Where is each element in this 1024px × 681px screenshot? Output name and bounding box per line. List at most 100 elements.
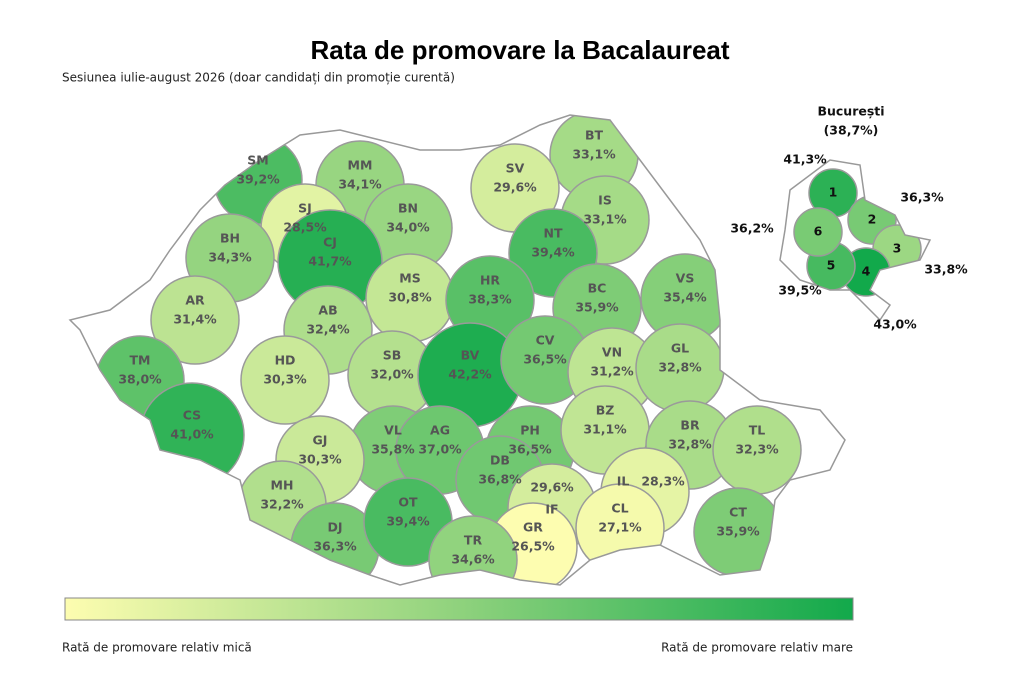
county-code: SV [506,161,525,176]
label-layer: SM 39,2% MM 34,1% BT 33,1% SV 29,6% SJ 28,5% BN 34,… [118,128,968,567]
sector-value: 36,3% [900,190,944,205]
county-value: 38,0% [118,372,162,387]
county-value: 34,1% [338,177,382,192]
county-value: 30,3% [298,452,342,467]
county-code: SB [383,348,402,363]
county-code: MH [271,478,294,493]
county-value: 27,1% [598,520,642,535]
county-code: BC [588,281,607,296]
county-code: BN [398,201,418,216]
sector-layer [793,168,922,297]
county-value: 31,4% [173,312,217,327]
county-code: CV [536,333,555,348]
county-code: BV [461,348,480,363]
sector-number: 4 [862,264,871,279]
county-code: AG [430,423,450,438]
county-code: BT [585,128,604,143]
county-value: 39,4% [531,245,575,260]
county-code: GR [523,520,543,535]
sector-value: 33,8% [924,262,968,277]
county-value: 34,6% [451,552,495,567]
bucharest-outline [779,159,932,322]
county-value: 32,8% [658,360,702,375]
county-code: VS [676,271,695,286]
county-code: GL [671,341,689,356]
county-value: 36,8% [478,472,522,487]
sector-value: 41,3% [783,152,827,167]
county-code: VN [602,345,622,360]
county-code: OT [398,495,418,510]
county-value: 39,4% [386,514,430,529]
county-code: IF [545,502,558,517]
bucharest-name: București [817,104,884,119]
county-value: 36,5% [508,442,552,457]
county-value: 41,7% [308,254,352,269]
county-code: TR [464,533,483,548]
county-code: CL [611,501,628,516]
county-code: IS [598,193,612,208]
county-code: BH [220,231,240,246]
county-code: HD [275,353,296,368]
county-code: AB [318,303,337,318]
county-value: 29,6% [530,480,574,495]
county-code: BR [680,418,700,433]
county-value: 38,3% [468,292,512,307]
county-code: VL [384,423,402,438]
bucharest-value: (38,7%) [824,123,879,138]
county-value: 36,5% [523,352,567,367]
county-value: 29,6% [493,180,537,195]
sector-number: 3 [893,241,902,256]
county-code: DB [490,453,510,468]
county-value: 35,4% [663,290,707,305]
subtitle: Sesiunea iulie-august 2026 (doar candida… [62,71,455,85]
county-value: 28,3% [641,474,685,489]
county-value: 32,4% [306,322,350,337]
county-area [150,275,240,365]
county-code: GJ [313,433,328,448]
sector-value: 43,0% [873,317,917,332]
county-value: 28,5% [283,220,327,235]
county-code: TM [130,353,151,368]
county-value: 37,0% [418,442,462,457]
county-code: TL [749,423,766,438]
sector-value: 39,5% [778,283,822,298]
county-value: 31,1% [583,422,627,437]
legend-high: Rată de promovare relativ mare [661,641,853,655]
county-code: MS [399,271,420,286]
county-value: 36,3% [313,539,357,554]
county-value: 35,9% [575,300,619,315]
county-value: 32,8% [668,437,712,452]
county-value: 30,3% [263,372,307,387]
county-value: 35,8% [371,442,415,457]
county-code: HR [480,273,500,288]
county-value: 26,5% [511,539,555,554]
county-layer [95,115,802,585]
county-code: MM [348,158,373,173]
county-code: SJ [298,201,312,216]
county-value: 34,0% [386,220,430,235]
county-code: IL [617,474,630,489]
county-value: 32,0% [370,367,414,382]
county-value: 33,1% [572,147,616,162]
title: Rata de promovare la Bacalaureat [310,35,729,65]
county-code: BZ [596,403,615,418]
county-code: PH [520,423,540,438]
county-code: CS [183,408,201,423]
legend-bar [64,597,854,621]
county-code: CT [729,505,747,520]
sector-value: 36,2% [730,221,774,236]
county-code: SM [247,153,268,168]
county-value: 34,3% [208,250,252,265]
county-value: 33,1% [583,212,627,227]
county-code: NT [544,226,563,241]
county-value: 41,0% [170,427,214,442]
county-code: CJ [323,235,337,250]
country-outline [68,114,846,586]
county-value: 42,2% [448,367,492,382]
county-code: AR [185,293,205,308]
sector-number: 6 [814,224,823,239]
sector-number: 2 [868,212,877,227]
county-value: 39,2% [236,172,280,187]
